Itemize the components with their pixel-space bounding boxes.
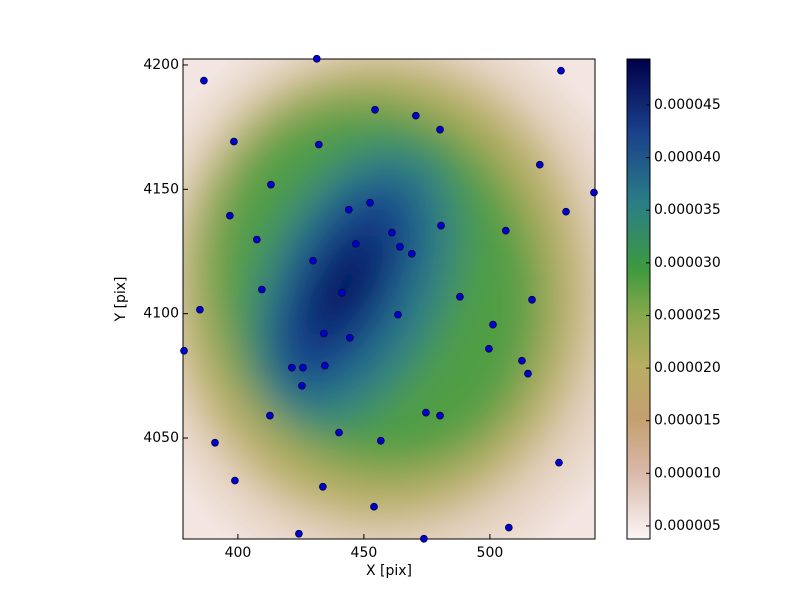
point [411, 111, 420, 120]
density-map [183, 59, 595, 539]
colorbar-tick-label: 0.000010 [654, 465, 721, 481]
x-tick-label: 500 [477, 545, 504, 561]
colorbar-tick-label: 0.000030 [654, 255, 721, 271]
point [456, 292, 464, 301]
point [557, 66, 565, 75]
point [321, 361, 329, 370]
point [528, 295, 536, 304]
colorbar-tick-label: 0.000015 [654, 413, 721, 429]
point [518, 356, 526, 365]
point [407, 249, 416, 258]
point [319, 482, 327, 491]
point [376, 436, 385, 445]
point [196, 305, 204, 314]
colorbar-tick-label: 0.000005 [654, 518, 721, 534]
point [312, 54, 321, 63]
x-tick-label: 450 [351, 545, 378, 561]
point [420, 534, 428, 543]
point [371, 105, 379, 114]
point [180, 346, 188, 355]
point [366, 198, 374, 207]
point [335, 428, 343, 437]
point [562, 207, 570, 216]
colorbar-tick-label: 0.000045 [654, 97, 721, 113]
point [309, 256, 317, 265]
point [338, 288, 346, 297]
point [504, 523, 513, 532]
point [298, 381, 306, 390]
colorbar [626, 58, 651, 540]
point [590, 188, 598, 197]
plot-frame [182, 58, 596, 540]
point [485, 344, 493, 353]
point [252, 235, 261, 244]
point [230, 137, 238, 146]
y-tick-label: 4100 [143, 306, 179, 322]
point [555, 458, 563, 467]
point [288, 363, 296, 372]
point [314, 140, 323, 149]
point [231, 476, 239, 485]
y-tick-label: 4050 [143, 430, 179, 446]
point [295, 529, 303, 538]
y-tick-label: 4200 [143, 57, 179, 73]
x-axis-label: X [pix] [366, 563, 412, 579]
point [396, 242, 404, 251]
point [535, 160, 544, 169]
point [344, 205, 353, 214]
point [436, 411, 444, 420]
point [299, 363, 307, 372]
point [345, 333, 354, 342]
point [370, 502, 378, 511]
x-tick-label: 400 [225, 545, 252, 561]
colorbar-tick-label: 0.000040 [654, 150, 721, 166]
point [422, 408, 430, 417]
point [258, 285, 266, 294]
point [226, 211, 234, 220]
point [501, 226, 510, 235]
point [200, 76, 208, 85]
point [388, 228, 396, 237]
point [489, 320, 497, 329]
colorbar-tick-label: 0.000020 [654, 360, 721, 376]
point [267, 180, 275, 189]
colorbar-tick-label: 0.000035 [654, 202, 721, 218]
y-axis-label: Y [pix] [113, 277, 129, 323]
y-tick-label: 4150 [143, 181, 179, 197]
point [352, 239, 360, 248]
point [437, 221, 445, 230]
point [320, 329, 328, 338]
point [211, 438, 219, 447]
point [266, 411, 274, 420]
point [524, 369, 532, 378]
point [394, 310, 402, 319]
colorbar-tick-label: 0.000025 [654, 307, 721, 323]
point [436, 125, 444, 134]
